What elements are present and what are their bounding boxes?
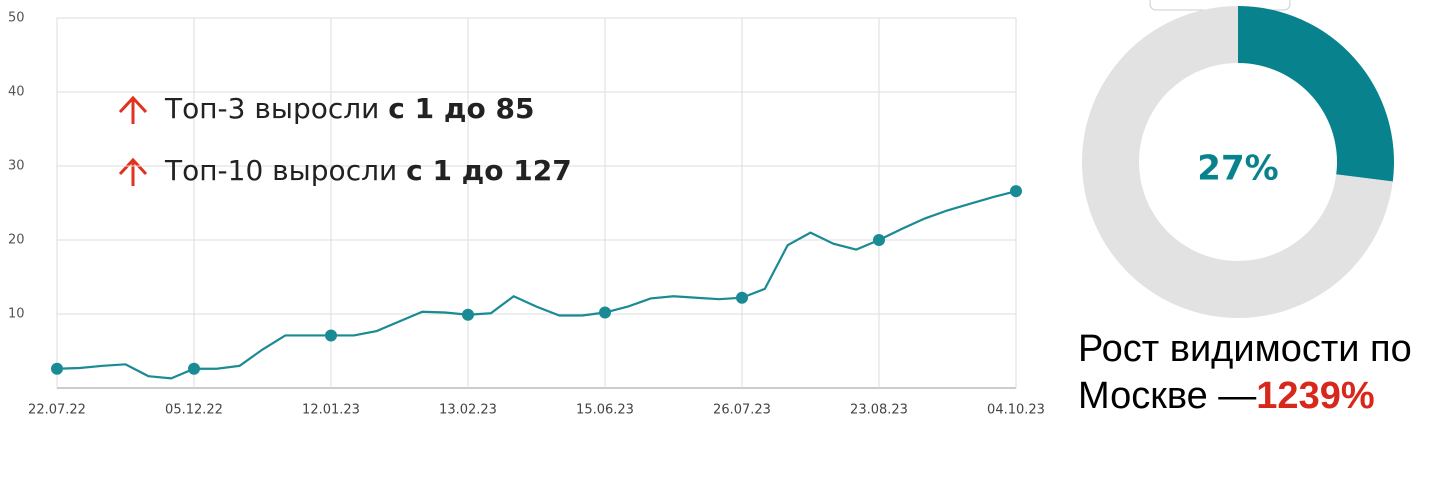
point [736,291,748,304]
x-tick-label: 26.07.23 [713,403,771,418]
line [56,190,1017,380]
y-tick-label: 50 [8,11,25,26]
y-tick-label: 10 [8,307,25,322]
caption: Рост видимости по Москве —1239% [1078,326,1448,420]
point [1010,185,1022,198]
x-tick-label: 13.02.23 [439,403,497,418]
donut-slice [1238,6,1394,182]
annotation-highlight: с 1 до 127 [406,154,572,187]
annotation-highlight: с 1 до 85 [388,92,534,125]
up-arrow [118,157,148,186]
x-tick-label: 23.08.23 [850,403,908,418]
x-tick-label: 05.12.22 [165,403,223,418]
x-tick-label: 15.06.23 [576,403,634,418]
up-arrow [118,95,148,124]
point [51,362,63,375]
plot-frame [56,17,1017,389]
annotation: Топ-10 выросли с 1 до 127 [164,154,572,187]
y-tick-label: 30 [8,159,25,174]
x-tick-label: 04.10.23 [987,403,1045,418]
annotation: Топ-3 выросли с 1 до 85 [164,92,534,125]
point [599,306,611,319]
point [188,362,200,375]
caption-highlight: 1239% [1256,375,1375,417]
annotation-text: Топ-3 выросли [164,92,379,125]
annotation-text: Топ-10 выросли [164,154,397,187]
point [462,308,474,321]
y-tick-label: 40 [8,85,25,100]
point [873,234,885,246]
y-tick-label: 20 [8,233,25,248]
point [325,329,337,342]
caption-text: Рост видимости по Москве — [1078,328,1412,417]
center-label: 27% [1197,149,1278,189]
x-tick-label: 12.01.23 [302,403,360,418]
donut-slice [1082,6,1393,319]
x-tick-label: 22.07.22 [28,403,86,418]
